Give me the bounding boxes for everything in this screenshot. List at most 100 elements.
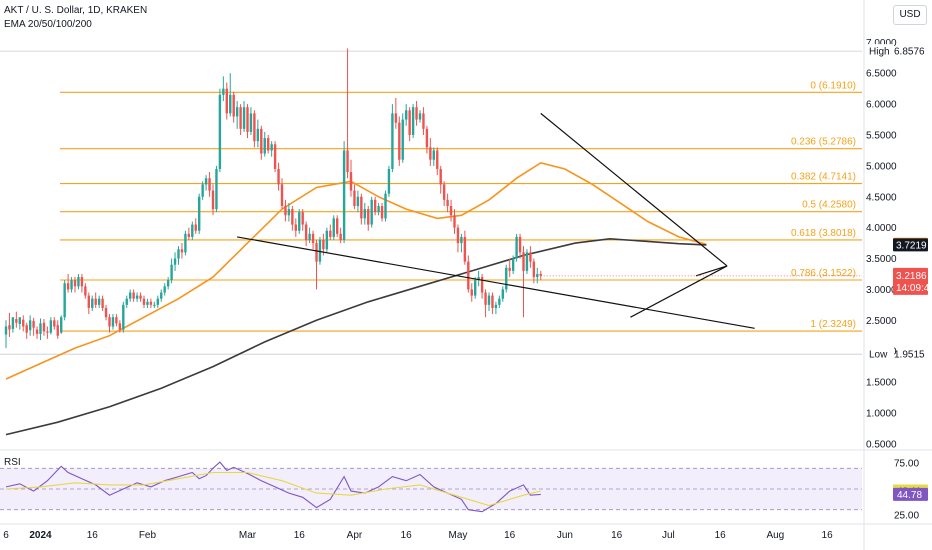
candle-body (242, 107, 246, 129)
x-tick-label: 16 (87, 530, 99, 541)
candle-body (432, 150, 435, 160)
candle-body (270, 144, 273, 151)
candle-body (501, 289, 504, 299)
candle-body (46, 331, 49, 333)
x-tick-label: 16 (611, 530, 623, 541)
candle-body (191, 224, 194, 237)
candle-body (104, 307, 108, 318)
candle-body (360, 196, 363, 219)
x-tick-label: 6 (3, 530, 9, 541)
ema-legend[interactable]: EMA 20/50/100/200 (4, 19, 92, 30)
candle-body (70, 280, 73, 290)
candle-body (84, 286, 87, 296)
candle-body (142, 298, 146, 305)
y-tick-label: 3.5000 (866, 254, 897, 265)
candle-body (298, 212, 301, 231)
currency-button[interactable]: USD (893, 5, 927, 25)
candle-body (15, 319, 18, 323)
candle-body (263, 138, 266, 154)
y-tick-label: 1.0000 (866, 408, 897, 419)
candle-body (294, 224, 297, 231)
candle-body (405, 110, 408, 120)
candle-body (139, 295, 142, 299)
candle-body (325, 230, 329, 250)
candle-body (398, 122, 401, 160)
candle-body (425, 128, 429, 148)
rsi-tick-label: 25.00 (894, 510, 919, 521)
candle-body (449, 206, 453, 216)
candle-body (239, 107, 242, 129)
price-marker-box (866, 347, 894, 362)
candle-body (539, 273, 542, 276)
candle-body (380, 206, 384, 219)
candle-body (18, 317, 21, 324)
candle-body (42, 322, 46, 332)
ema-line (5, 161, 707, 380)
x-tick-label: May (448, 530, 467, 541)
y-tick-label: 4.5000 (866, 192, 897, 203)
rsi-legend[interactable]: RSI (4, 457, 21, 468)
x-tick-label: Aug (766, 530, 784, 541)
candle-body (129, 292, 132, 299)
candle-body (11, 317, 15, 329)
x-tick-label: 16 (715, 530, 727, 541)
y-tick-label: 4.0000 (866, 223, 897, 234)
candle-body (184, 233, 187, 253)
candle-body (77, 277, 80, 287)
x-tick-label: Feb (139, 530, 157, 541)
candle-body (387, 168, 391, 194)
candle-body (63, 283, 66, 318)
x-tick-label: 16 (822, 530, 834, 541)
candle-body (287, 209, 291, 216)
candle-body (49, 320, 53, 333)
candle-body (225, 88, 228, 114)
candle-body (260, 128, 263, 154)
candle-body (153, 304, 156, 306)
candle-body (208, 178, 211, 191)
candle-body (60, 317, 63, 333)
candle-body (536, 273, 539, 278)
candle-body (525, 252, 529, 271)
candle-body (474, 280, 477, 296)
last-price-value: 3.7219 (896, 240, 927, 251)
candle-body (108, 317, 111, 327)
y-tick-label: 5.0000 (866, 161, 897, 172)
ema-line (5, 237, 707, 436)
fib-level-label: 0.382 (4.7141) (791, 172, 856, 183)
candle-body (256, 128, 260, 142)
candle-body (35, 329, 39, 334)
candle-body (32, 320, 35, 328)
candle-body (470, 289, 473, 296)
candle-body (215, 168, 218, 210)
bar-countdown: 14:09:46 (896, 283, 932, 294)
last-price-tag (893, 238, 928, 252)
candle-body (346, 150, 349, 173)
candle-body (467, 261, 470, 290)
candle-body (529, 252, 532, 262)
x-tick-label: Jul (662, 530, 675, 541)
candle-body (336, 218, 339, 234)
y-tick-label: 3.0000 (866, 285, 897, 296)
candle-body (291, 209, 294, 225)
candle-body (391, 113, 394, 169)
candle-body (484, 292, 487, 305)
candle-body (28, 320, 32, 331)
price-marker-value: 6.8576 (894, 47, 925, 58)
candle-body (322, 240, 325, 250)
candle-body (146, 301, 149, 305)
candle-body (394, 113, 398, 123)
y-tick-label: 7.0000 (866, 38, 897, 49)
candle-body (273, 144, 277, 169)
candle-body (4, 326, 8, 335)
candle-body (505, 267, 508, 290)
y-tick-label: 1.5000 (866, 378, 897, 389)
candle-body (39, 323, 42, 334)
candle-body (301, 212, 304, 225)
candle-body (401, 119, 404, 160)
candle-body (363, 209, 366, 219)
candle-body (218, 94, 222, 169)
trendline (237, 236, 755, 329)
candle-body (304, 224, 308, 240)
candle-body (173, 258, 177, 265)
